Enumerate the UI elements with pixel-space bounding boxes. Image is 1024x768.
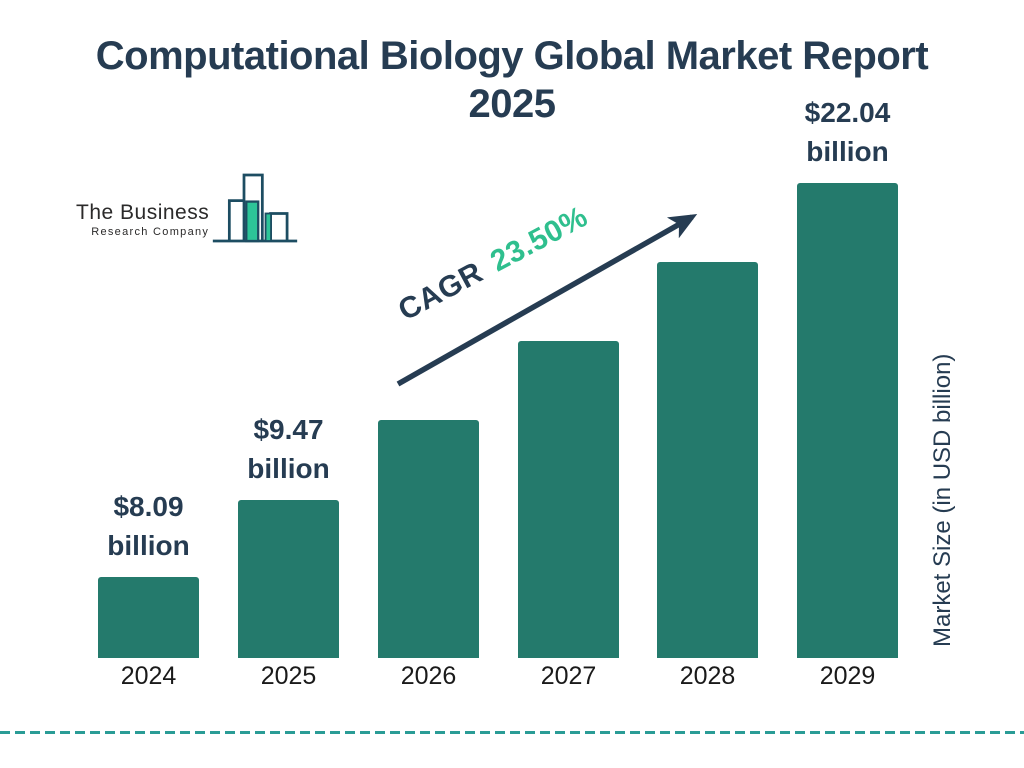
x-tick-2027: 2027 (540, 662, 597, 690)
cagr-label: CAGR (393, 255, 489, 328)
bar-2028 (657, 262, 758, 658)
bar-value-label-2024: $8.09 billion (64, 487, 234, 565)
page-title-line2: 2025 (468, 82, 556, 126)
company-subname: Research Company (91, 226, 210, 238)
x-tick-2026: 2026 (400, 662, 457, 690)
y-axis-label: Market Size (in USD billion) (929, 353, 956, 647)
bar-2029 (797, 183, 898, 658)
page-title-line1: Computational Biology Global Market Repo… (95, 34, 929, 78)
cagr-value: 23.50% (485, 200, 594, 279)
bottom-dashed-divider (0, 731, 1024, 734)
bar-value-label-2029: $22.04 billion (763, 93, 933, 171)
bar-value-amount: $9.47 (253, 414, 324, 445)
bar-value-unit: billion (247, 453, 330, 484)
x-tick-2024: 2024 (120, 662, 177, 690)
bar-2025 (238, 500, 339, 658)
bar-2027 (518, 341, 619, 658)
bar-value-amount: $8.09 (113, 491, 184, 522)
bar-2024 (98, 577, 199, 658)
bar-value-unit: billion (107, 530, 190, 561)
x-tick-2025: 2025 (260, 662, 317, 690)
company-logo-text: The Business Research Company (76, 201, 209, 238)
bar-value-unit: billion (806, 136, 889, 167)
company-name: The Business (76, 201, 210, 224)
bar-value-amount: $22.04 (804, 97, 891, 128)
bar-chart-logo-icon (213, 173, 298, 243)
page-title: Computational Biology Global Market Repo… (0, 32, 1024, 128)
bar-2026 (378, 420, 479, 658)
cagr-annotation: CAGR23.50% (393, 200, 595, 330)
x-tick-2029: 2029 (819, 662, 876, 690)
x-tick-2028: 2028 (679, 662, 736, 690)
company-logo: The Business Research Company (76, 168, 299, 248)
bar-value-label-2025: $9.47 billion (204, 410, 374, 488)
